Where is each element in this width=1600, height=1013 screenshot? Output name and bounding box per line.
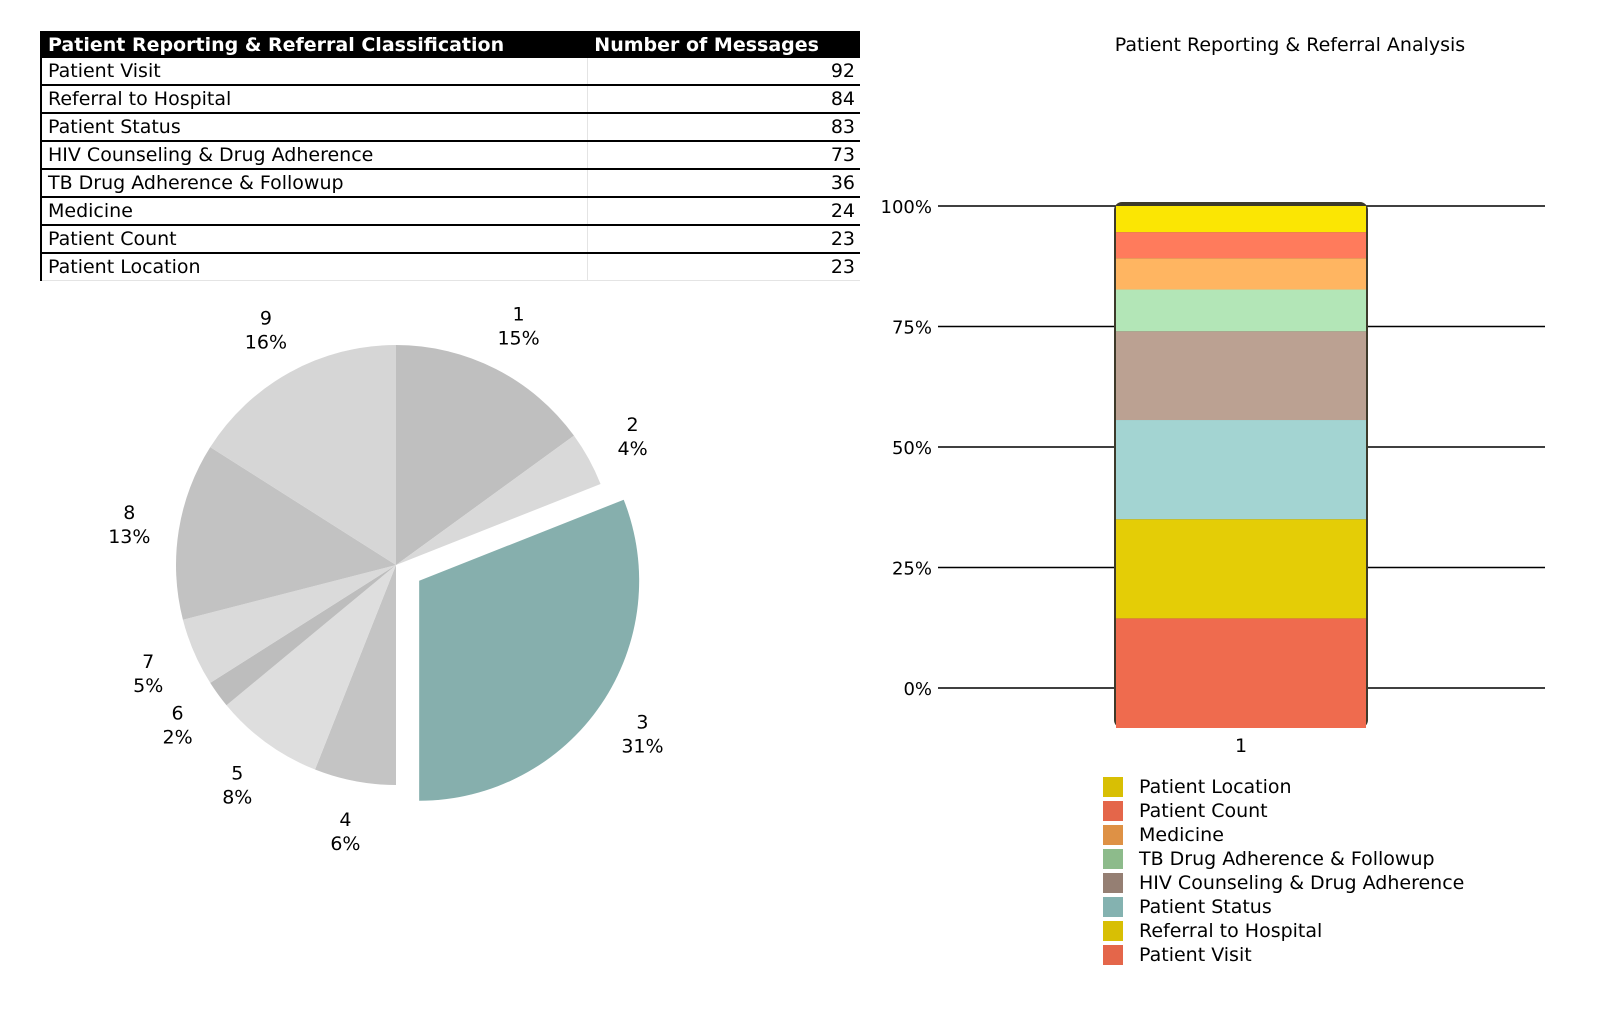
table-header-row: Patient Reporting & Referral Classificat…: [39, 31, 860, 58]
table-cell-value: 83: [586, 113, 860, 142]
pie-slice-1: [396, 345, 574, 565]
table-cell-value: 92: [586, 58, 860, 86]
legend-item: Medicine: [1103, 823, 1464, 847]
pie-label-percent: 5%: [133, 675, 163, 697]
legend-item: Patient Location: [1103, 775, 1464, 799]
bar-segment: [1116, 519, 1366, 619]
legend-swatch: [1103, 921, 1123, 941]
table-cell-value: 36: [586, 169, 860, 198]
legend-swatch: [1103, 897, 1123, 917]
y-tick-label: 75%: [892, 318, 932, 339]
pie-label-category: 6: [172, 703, 184, 725]
pie-label-percent: 8%: [222, 786, 252, 808]
pie-label-category: 8: [123, 502, 135, 524]
legend-swatch: [1103, 873, 1123, 893]
pie-label-category: 3: [636, 712, 648, 734]
pie-label-percent: 6%: [330, 833, 360, 855]
table-row: Patient Count 23: [39, 225, 860, 254]
legend-label: HIV Counseling & Drug Adherence: [1139, 872, 1465, 894]
legend-item: Referral to Hospital: [1103, 919, 1464, 943]
legend-swatch: [1103, 801, 1123, 821]
header-value: Number of Messages: [586, 31, 860, 58]
pie-slice-3: [419, 499, 640, 801]
pie-label-percent: 2%: [162, 727, 192, 749]
pie-label-category: 4: [339, 809, 351, 831]
legend-item: HIV Counseling & Drug Adherence: [1103, 871, 1464, 895]
y-tick-label: 25%: [892, 559, 932, 580]
table-cell-category: Patient Location: [39, 253, 588, 281]
pie-label-category: 2: [627, 414, 639, 436]
legend-item: Patient Status: [1103, 895, 1464, 919]
legend-swatch: [1103, 777, 1123, 797]
legend-label: Patient Count: [1139, 800, 1268, 822]
pie-label-percent: 31%: [621, 736, 663, 758]
pie-chart: 115% 24% 331% 46% 58% 62% 75% 813% 916%: [108, 303, 663, 855]
pie-slice-5: [226, 565, 396, 770]
table-row: Patient Location 23: [39, 253, 860, 281]
legend-label: Referral to Hospital: [1139, 920, 1323, 942]
pie-slice-2: [396, 435, 601, 565]
table-cell-category: Patient Status: [39, 113, 588, 142]
y-tick-label: 0%: [903, 679, 932, 700]
bar-chart-title: Patient Reporting & Referral Analysis: [1114, 34, 1466, 56]
table-cell-category: HIV Counseling & Drug Adherence: [39, 141, 588, 170]
table-row: Medicine 24: [39, 197, 860, 226]
table-cell-category: TB Drug Adherence & Followup: [39, 169, 588, 198]
pie-label-percent: 16%: [245, 331, 287, 353]
table-cell-value: 23: [586, 253, 860, 281]
pie-slice-6: [210, 565, 396, 706]
header-category: Patient Reporting & Referral Classificat…: [39, 31, 588, 58]
pie-slice-8: [175, 447, 396, 620]
table-row: TB Drug Adherence & Followup 36: [39, 169, 860, 198]
table-row: Patient Status 83: [39, 113, 860, 142]
legend-label: Patient Location: [1139, 776, 1292, 798]
pie-label-percent: 4%: [618, 438, 648, 460]
table-cell-category: Patient Visit: [39, 58, 588, 86]
y-tick-label: 50%: [892, 438, 932, 459]
pie-label-category: 1: [513, 303, 525, 325]
bar-segment: [1116, 331, 1366, 421]
table-row: Patient Visit 92: [39, 58, 860, 86]
bar-segment: [1116, 289, 1366, 332]
table-cell-category: Medicine: [39, 197, 588, 226]
table-cell-value: 84: [586, 85, 860, 114]
stacked-bar-chart: 0% 25% 50% 75% 100% 1: [881, 197, 1545, 757]
pie-label-category: 5: [231, 762, 243, 784]
pie-label-category: 9: [260, 307, 272, 329]
x-tick-label: 1: [1235, 735, 1247, 757]
legend-item: Patient Visit: [1103, 943, 1464, 967]
table-row: HIV Counseling & Drug Adherence 73: [39, 141, 860, 170]
legend-swatch: [1103, 825, 1123, 845]
bar-segment: [1116, 618, 1366, 728]
legend-swatch: [1103, 849, 1123, 869]
table-cell-value: 23: [586, 225, 860, 254]
bar-segment: [1116, 206, 1366, 233]
message-count-table: Patient Reporting & Referral Classificat…: [39, 31, 860, 281]
legend-label: TB Drug Adherence & Followup: [1139, 848, 1435, 870]
table-cell-category: Patient Count: [39, 225, 588, 254]
legend-item: TB Drug Adherence & Followup: [1103, 847, 1464, 871]
table-cell-category: Referral to Hospital: [39, 85, 588, 114]
pie-slice-4: [315, 565, 396, 785]
legend-label: Patient Status: [1139, 896, 1272, 918]
table-cell-value: 73: [586, 141, 860, 170]
table-cell-value: 24: [586, 197, 860, 226]
pie-slice-9: [210, 345, 396, 565]
bar-segment: [1116, 258, 1366, 290]
y-tick-label: 100%: [881, 197, 932, 218]
legend-item: Patient Count: [1103, 799, 1464, 823]
bar-legend: Patient Location Patient Count Medicine TB …: [1103, 775, 1464, 967]
pie-slice-7: [182, 565, 396, 683]
bar-segment: [1116, 420, 1366, 520]
pie-label-percent: 13%: [108, 526, 150, 548]
legend-label: Patient Visit: [1139, 944, 1252, 966]
table-row: Referral to Hospital 84: [39, 85, 860, 114]
pie-label-category: 7: [142, 651, 154, 673]
bar-segment: [1116, 232, 1366, 259]
legend-label: Medicine: [1139, 824, 1224, 846]
legend-swatch: [1103, 945, 1123, 965]
pie-label-percent: 15%: [497, 327, 539, 349]
